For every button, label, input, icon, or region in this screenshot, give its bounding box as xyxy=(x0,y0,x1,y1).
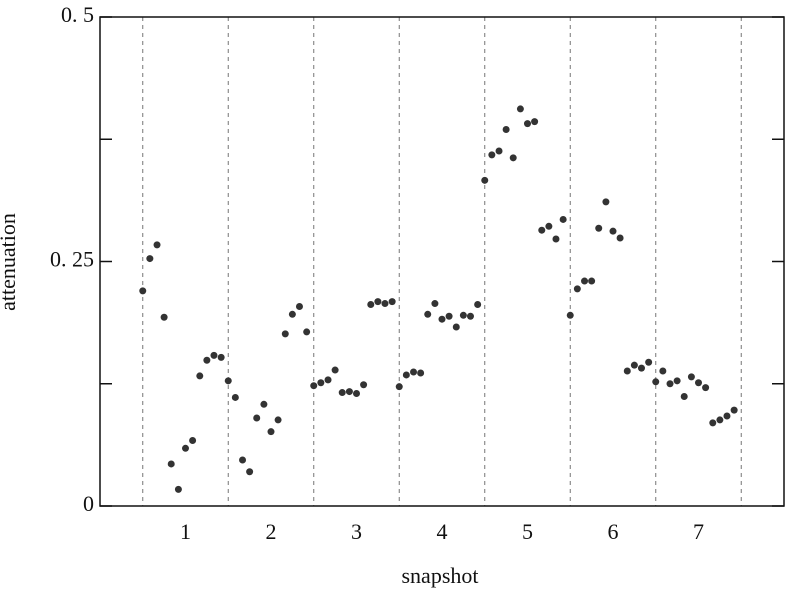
point xyxy=(509,154,517,162)
point xyxy=(666,380,674,388)
point xyxy=(189,436,197,444)
point xyxy=(495,147,503,155)
x-tick-label: 3 xyxy=(351,519,362,544)
point xyxy=(630,361,638,369)
point xyxy=(623,367,631,375)
y-tick-label: 0 xyxy=(83,491,94,516)
x-axis-label: snapshot xyxy=(402,563,479,588)
point xyxy=(730,406,738,414)
point xyxy=(545,222,553,230)
x-tick-label: 2 xyxy=(266,519,277,544)
point xyxy=(160,313,168,321)
point xyxy=(438,315,446,323)
x-tick-label: 6 xyxy=(608,519,619,544)
point xyxy=(182,444,189,452)
point xyxy=(702,384,710,392)
point xyxy=(388,298,396,306)
point xyxy=(260,400,268,408)
point xyxy=(581,277,589,285)
point xyxy=(452,323,460,331)
point xyxy=(723,412,731,420)
point xyxy=(281,330,289,338)
point xyxy=(338,389,346,397)
point xyxy=(566,311,574,319)
point xyxy=(659,367,667,375)
point xyxy=(524,120,531,128)
point xyxy=(295,302,303,310)
point xyxy=(609,227,617,235)
point xyxy=(353,390,360,398)
point xyxy=(595,224,603,232)
point xyxy=(531,118,539,126)
point xyxy=(153,241,161,249)
point xyxy=(146,255,154,263)
point xyxy=(303,328,311,336)
point xyxy=(174,485,182,493)
point xyxy=(139,287,147,295)
point xyxy=(488,151,496,159)
point xyxy=(239,456,247,464)
point xyxy=(224,377,232,385)
point xyxy=(253,414,261,422)
point xyxy=(687,373,695,381)
point xyxy=(445,312,453,320)
point xyxy=(474,301,482,309)
point xyxy=(716,416,724,424)
point xyxy=(559,215,567,223)
point xyxy=(502,125,510,133)
point xyxy=(345,388,353,396)
point xyxy=(331,366,339,374)
x-tick-label: 5 xyxy=(522,519,533,544)
point xyxy=(516,105,524,113)
point xyxy=(231,393,239,401)
x-tick-label: 7 xyxy=(693,519,704,544)
point xyxy=(695,379,702,387)
point xyxy=(246,468,254,476)
point xyxy=(317,379,325,387)
point xyxy=(167,460,175,468)
point xyxy=(424,310,432,318)
y-tick-label: 0. 25 xyxy=(50,247,94,272)
point xyxy=(645,358,653,366)
point xyxy=(410,368,418,376)
y-axis-label: attenuation xyxy=(0,213,20,311)
point xyxy=(203,356,211,364)
point xyxy=(274,416,282,424)
point xyxy=(367,301,375,309)
point xyxy=(288,310,296,318)
point xyxy=(481,176,489,184)
point xyxy=(673,377,681,385)
point xyxy=(196,372,204,380)
x-tick-label: 4 xyxy=(437,519,448,544)
point xyxy=(680,392,688,400)
point xyxy=(616,234,624,242)
point xyxy=(360,381,368,389)
x-tick-label: 1 xyxy=(180,519,191,544)
point xyxy=(538,226,546,234)
point xyxy=(602,198,610,206)
point xyxy=(310,382,318,390)
plot-frame xyxy=(99,16,785,507)
point xyxy=(417,369,425,377)
point xyxy=(395,383,403,391)
point xyxy=(217,353,225,361)
point xyxy=(552,235,560,243)
point xyxy=(374,298,382,306)
point xyxy=(324,376,332,384)
point xyxy=(709,419,717,427)
point xyxy=(466,312,474,320)
point xyxy=(459,311,467,319)
point xyxy=(402,371,410,379)
y-tick-label: 0. 5 xyxy=(61,2,94,27)
point xyxy=(652,378,660,386)
point xyxy=(267,428,275,436)
point xyxy=(381,300,389,308)
point xyxy=(573,285,581,293)
point xyxy=(431,300,439,308)
point xyxy=(210,351,218,359)
point xyxy=(637,364,645,372)
point xyxy=(588,277,596,285)
